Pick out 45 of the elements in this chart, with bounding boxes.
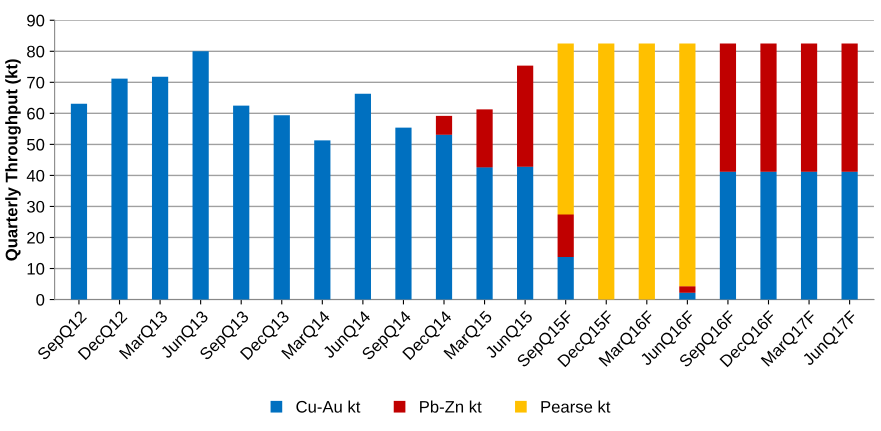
y-tick-label: 80 [27, 46, 44, 58]
bar [800, 44, 818, 172]
bar [720, 44, 736, 172]
y-tick-label: 30 [27, 200, 44, 213]
bar [517, 66, 534, 167]
legend-label: Pearse kt [541, 400, 610, 413]
bar [476, 109, 493, 168]
y-tick-label: 40 [26, 170, 44, 182]
bar [436, 134, 452, 300]
bar [111, 78, 128, 300]
bar [842, 172, 858, 300]
y-tick-label: 70 [27, 76, 44, 89]
bar [679, 44, 696, 286]
bar [720, 172, 736, 300]
y-tick-label: 20 [27, 232, 44, 244]
y-tick-label: 50 [27, 138, 44, 151]
bar [760, 172, 777, 300]
bar [314, 140, 330, 300]
bar [842, 44, 858, 172]
bar [800, 172, 818, 300]
bar [558, 44, 574, 215]
legend-label: Cu-Au kt [296, 400, 360, 413]
bar [192, 51, 209, 300]
y-tick-label: 10 [28, 262, 44, 275]
bar [354, 94, 371, 300]
bar [679, 292, 696, 300]
bar [70, 104, 88, 300]
y-axis-title: Quarterly Throughput (kt) [5, 59, 21, 261]
bar [436, 116, 452, 135]
y-tick-label: 60 [27, 108, 44, 120]
bar [152, 76, 168, 300]
y-tick-label: 0 [36, 294, 44, 306]
bar [679, 286, 696, 293]
bar [274, 115, 290, 300]
y-tick-label: 90 [27, 14, 44, 26]
bar [233, 106, 250, 300]
bar [558, 214, 574, 258]
bar [476, 167, 493, 300]
bar [760, 44, 777, 172]
bar [395, 128, 412, 300]
bar [558, 257, 574, 300]
bar [598, 44, 614, 300]
legend-label: Pb-Zn kt [420, 400, 482, 413]
bar [517, 166, 534, 300]
bar [638, 44, 655, 300]
